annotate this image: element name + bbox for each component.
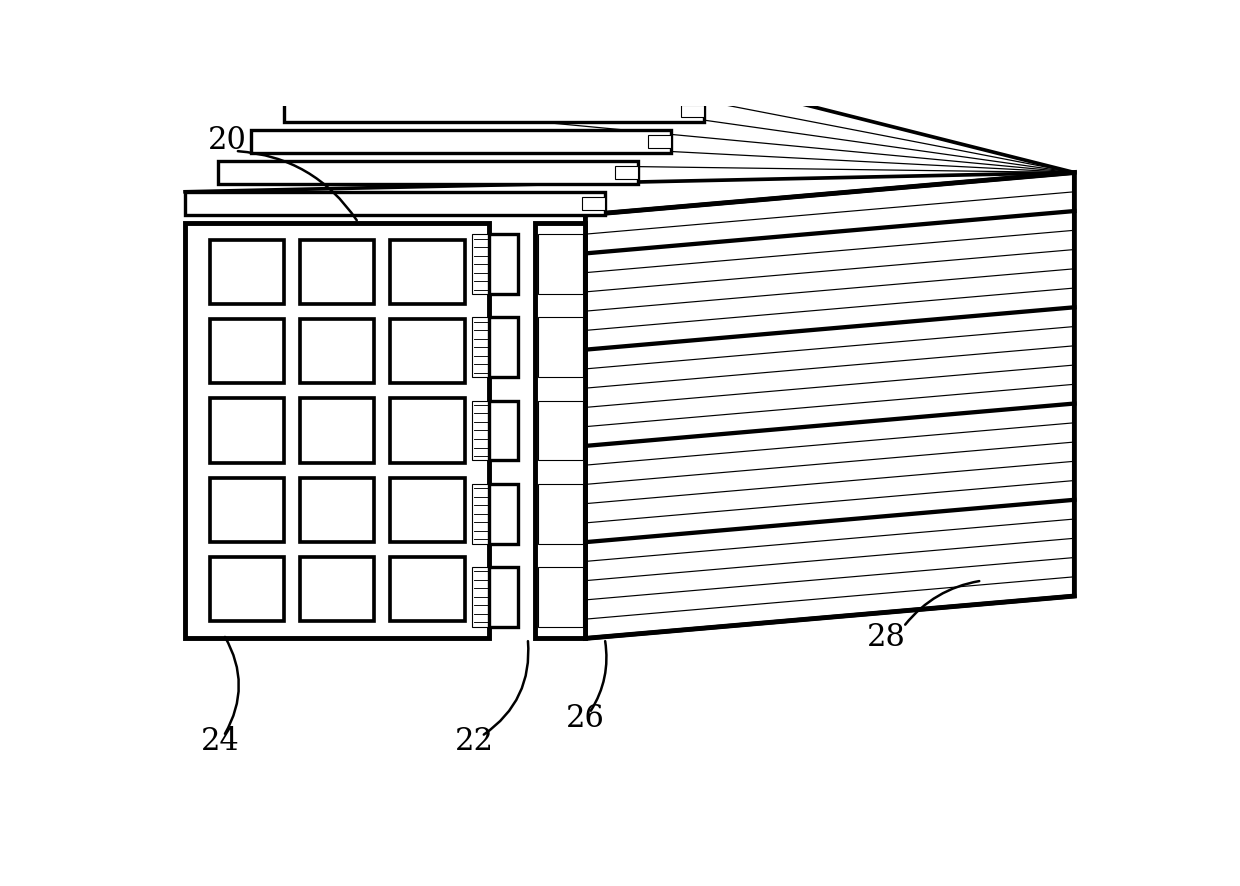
Bar [714, 74, 737, 87]
Bar [389, 399, 465, 462]
Bar [490, 317, 518, 377]
Bar [210, 319, 284, 383]
Bar [389, 557, 465, 621]
Bar [472, 400, 490, 461]
Text: 20: 20 [208, 126, 247, 157]
Bar [615, 167, 637, 179]
Bar [647, 136, 671, 148]
Bar [300, 557, 374, 621]
Bar [748, 43, 770, 56]
Bar [389, 319, 465, 383]
Bar [538, 567, 583, 626]
Bar [210, 239, 284, 304]
Bar [210, 399, 284, 462]
Bar [780, 12, 804, 25]
Bar [185, 222, 490, 639]
Bar [490, 234, 518, 294]
Bar [210, 478, 284, 542]
Bar [538, 484, 583, 544]
Bar [490, 400, 518, 461]
Bar [490, 567, 518, 626]
Polygon shape [585, 173, 1074, 639]
Bar [317, 68, 737, 91]
Text: 26: 26 [567, 703, 605, 734]
Bar [538, 400, 583, 461]
Bar [472, 484, 490, 544]
Bar [538, 317, 583, 377]
Bar [472, 567, 490, 626]
Bar [351, 38, 770, 61]
Bar [389, 478, 465, 542]
Bar [218, 161, 637, 184]
Bar [300, 399, 374, 462]
Text: 28: 28 [867, 622, 905, 653]
Bar [300, 239, 374, 304]
Bar [300, 319, 374, 383]
Bar [252, 130, 671, 153]
Bar [185, 191, 605, 215]
Bar [582, 197, 605, 210]
Text: 24: 24 [201, 726, 239, 757]
Bar [536, 222, 585, 639]
Bar [472, 317, 490, 377]
Bar [681, 105, 704, 117]
Bar [490, 484, 518, 544]
Bar [300, 478, 374, 542]
Bar [389, 239, 465, 304]
Bar [284, 99, 704, 122]
Bar [383, 7, 804, 30]
Text: 22: 22 [455, 726, 494, 757]
Bar [538, 234, 583, 294]
Bar [210, 557, 284, 621]
Bar [472, 234, 490, 294]
